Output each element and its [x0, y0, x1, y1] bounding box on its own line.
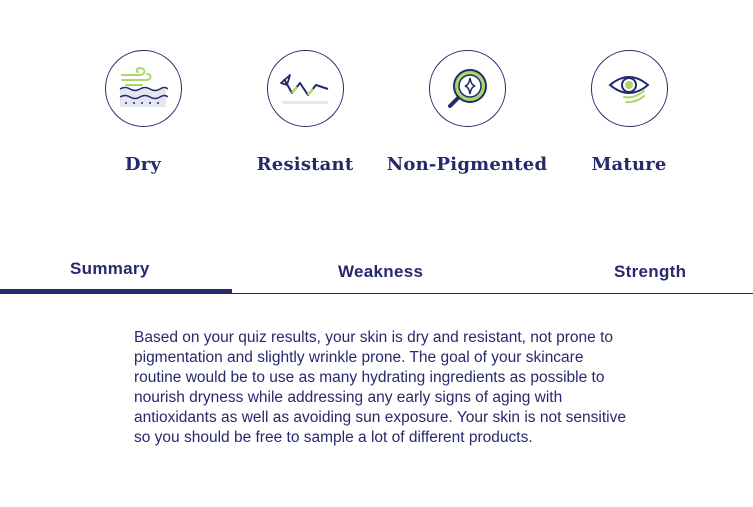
- skin-type-resistant-badge: [266, 50, 344, 127]
- skin-type-row: Dry Resistant Non-Pigmented: [0, 0, 753, 200]
- magnifier-sparkle-icon: [448, 68, 487, 108]
- skin-type-dry: Dry: [53, 50, 233, 175]
- wind-waves-icon: [119, 66, 168, 107]
- skin-type-dry-badge: [104, 50, 182, 127]
- tab-active-indicator: [0, 289, 232, 294]
- tab-strength[interactable]: Strength: [614, 250, 734, 295]
- eye-icon: [608, 75, 650, 103]
- skin-type-resistant: Resistant: [215, 50, 395, 175]
- tab-strength-label: Strength: [614, 262, 687, 281]
- skin-type-mature-badge: [590, 50, 668, 127]
- tabs-divider: [0, 293, 753, 294]
- result-tabs: Summary Weakness Strength: [0, 250, 753, 295]
- skin-type-non-pigmented: Non-Pigmented: [377, 50, 557, 175]
- tab-weakness[interactable]: Weakness: [338, 250, 458, 295]
- skin-type-dry-label: Dry: [124, 154, 162, 175]
- skin-type-non-pigmented-badge: [428, 50, 506, 127]
- deflect-arrows-icon: [280, 73, 329, 104]
- tab-summary[interactable]: Summary: [0, 250, 232, 295]
- tab-weakness-label: Weakness: [338, 262, 424, 281]
- summary-paragraph: Based on your quiz results, your skin is…: [134, 329, 626, 446]
- tab-summary-label: Summary: [70, 259, 150, 278]
- skin-type-resistant-label: Resistant: [256, 154, 354, 175]
- skin-type-mature: Mature: [539, 50, 719, 175]
- skin-type-non-pigmented-label: Non-Pigmented: [386, 154, 548, 175]
- skin-type-mature-label: Mature: [591, 154, 667, 175]
